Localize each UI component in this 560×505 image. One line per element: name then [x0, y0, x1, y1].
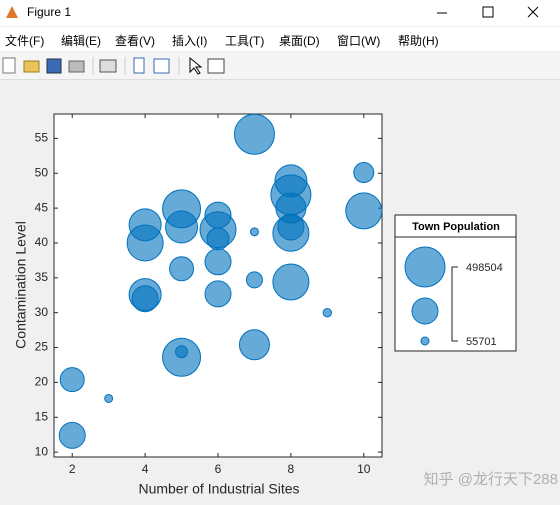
bubble: [353, 162, 375, 184]
legend-label: 498504: [466, 262, 503, 274]
menu-item[interactable]: 桌面(D): [279, 34, 320, 48]
bubble: [175, 345, 189, 359]
y-tick-label: 40: [35, 235, 49, 249]
y-tick-label: 25: [35, 340, 49, 354]
colorbar-icon[interactable]: [133, 57, 145, 74]
menu-item[interactable]: 窗口(W): [337, 34, 381, 48]
toolbar-icons: [2, 56, 225, 75]
y-tick-label: 30: [35, 305, 49, 319]
bubble: [238, 329, 270, 361]
size-legend-title: Town Population: [412, 221, 500, 233]
x-tick-label: 8: [288, 462, 295, 476]
bubble: [272, 263, 310, 301]
window-title: Figure 1: [27, 5, 71, 19]
bubble: [104, 393, 114, 403]
pointer-icon[interactable]: [189, 56, 203, 75]
open-icon[interactable]: [23, 60, 40, 73]
x-tick-label: 10: [357, 462, 371, 476]
property-icon[interactable]: [207, 58, 225, 74]
menu-item[interactable]: 编辑(E): [61, 34, 101, 48]
bubble: [59, 367, 85, 393]
y-tick-label: 55: [35, 131, 49, 145]
chart: Number of Industrial Sites Contamination…: [13, 113, 558, 497]
toolbar: [0, 53, 560, 80]
menu-item[interactable]: 文件(F): [5, 34, 45, 48]
bubble: [126, 224, 164, 262]
title-bar-graphics: Figure 1: [6, 5, 539, 19]
menu-item[interactable]: 帮助(H): [398, 34, 439, 48]
title-bar: Figure 1: [0, 0, 560, 26]
bubble: [165, 210, 199, 244]
bubble: [322, 308, 332, 318]
save-icon[interactable]: [46, 58, 62, 74]
x-tick-label: 4: [142, 462, 149, 476]
y-tick-label: 15: [35, 409, 49, 423]
legend-bubble-mid: [411, 297, 439, 325]
y-tick-label: 35: [35, 270, 49, 284]
legend-label: 55701: [466, 336, 497, 348]
legend-bubble: [404, 246, 446, 288]
bubble: [245, 271, 263, 289]
y-tick-label: 45: [35, 200, 49, 214]
x-tick-label: 6: [215, 462, 222, 476]
bubble: [204, 280, 232, 308]
menu-item[interactable]: 插入(I): [172, 34, 208, 48]
bubble: [272, 214, 310, 252]
bubble: [204, 248, 232, 276]
new-icon[interactable]: [2, 57, 16, 74]
y-tick-label: 20: [35, 375, 49, 389]
watermark: 知乎 @龙行天下288: [424, 471, 558, 488]
bubble: [58, 421, 86, 449]
bubble: [131, 285, 159, 313]
bubble: [233, 113, 275, 155]
y-tick-label: 50: [35, 165, 49, 179]
bubble: [249, 227, 259, 237]
bubble: [345, 192, 383, 230]
y-axis-label: Contamination Level: [13, 221, 29, 349]
bubble: [169, 256, 195, 282]
app-icon: [6, 6, 18, 18]
maximize-button[interactable]: [482, 6, 494, 18]
menu-item[interactable]: 查看(V): [115, 34, 155, 48]
x-tick-label: 2: [69, 462, 76, 476]
legend-bracket: [451, 266, 458, 342]
legend-bubble: [420, 336, 430, 346]
print-icon[interactable]: [68, 60, 85, 73]
y-tick-label: 10: [35, 444, 49, 458]
link-icon[interactable]: [99, 59, 117, 73]
x-axis-label: Number of Industrial Sites: [138, 481, 299, 497]
menu-bar: 文件(F) 编辑(E) 查看(V) 插入(I) 工具(T) 桌面(D) 窗口(W) 帮助(H): [0, 27, 560, 51]
menu-item[interactable]: 工具(T): [225, 34, 265, 48]
bubble: [206, 227, 230, 251]
close-button[interactable]: [527, 6, 539, 18]
legend-icon[interactable]: [153, 58, 170, 74]
